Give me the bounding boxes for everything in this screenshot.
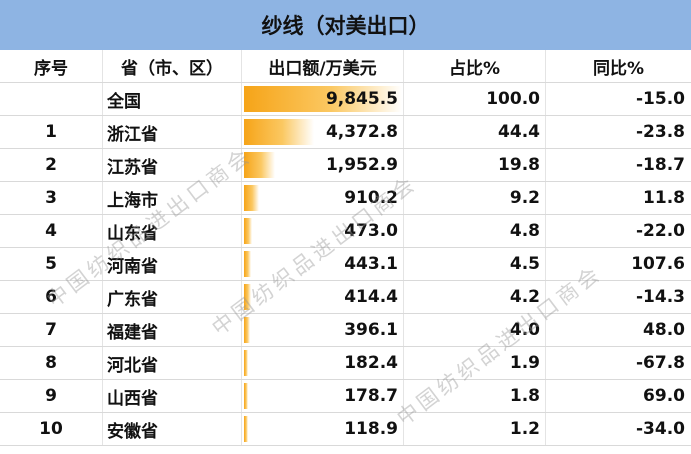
cell-share: 4.8 bbox=[404, 215, 546, 247]
cell-rank: 1 bbox=[0, 116, 103, 148]
cell-share: 19.8 bbox=[404, 149, 546, 181]
cell-region: 山西省 bbox=[103, 380, 242, 412]
cell-export: 414.4 bbox=[242, 281, 404, 313]
header-yoy: 同比% bbox=[592, 58, 645, 79]
cell-rank: 5 bbox=[0, 248, 103, 280]
cell-yoy: 11.8 bbox=[643, 188, 685, 208]
cell-rank: 7 bbox=[0, 314, 103, 346]
data-bar bbox=[244, 350, 248, 376]
cell-rank: 6 bbox=[0, 281, 103, 313]
table-row: 1 浙江省 4,372.8 44.4 -23.8 bbox=[0, 116, 691, 149]
cell-rank: 3 bbox=[0, 182, 103, 214]
cell-rank: 4 bbox=[0, 215, 103, 247]
data-bar bbox=[244, 416, 248, 442]
cell-share: 1.8 bbox=[404, 380, 546, 412]
cell-region: 河北省 bbox=[103, 347, 242, 379]
table-title: 纱线（对美出口） bbox=[0, 0, 691, 50]
cell-region: 上海市 bbox=[103, 182, 242, 214]
cell-region: 河南省 bbox=[103, 248, 242, 280]
data-bar bbox=[244, 185, 259, 211]
table-row: 2 江苏省 1,952.9 19.8 -18.7 bbox=[0, 149, 691, 182]
cell-export: 443.1 bbox=[242, 248, 404, 280]
header-row: 序号 省（市、区） 出口额/万美元 占比% 同比% bbox=[0, 50, 691, 83]
cell-share: 44.4 bbox=[404, 116, 546, 148]
header-share: 占比% bbox=[404, 50, 546, 82]
cell-share: 4.2 bbox=[404, 281, 546, 313]
cell-yoy: -18.7 bbox=[636, 155, 685, 175]
cell-yoy: -34.0 bbox=[636, 419, 685, 439]
cell-share: 1.2 bbox=[404, 413, 546, 445]
header-export: 出口额/万美元 bbox=[242, 50, 404, 82]
data-bar bbox=[244, 218, 252, 244]
cell-yoy: -67.8 bbox=[636, 353, 685, 373]
cell-region: 浙江省 bbox=[103, 116, 242, 148]
cell-region: 江苏省 bbox=[103, 149, 242, 181]
cell-rank: 9 bbox=[0, 380, 103, 412]
table-row: 3 上海市 910.2 9.2 11.8 bbox=[0, 182, 691, 215]
cell-yoy: -14.3 bbox=[636, 287, 685, 307]
cell-export: 9,845.5 bbox=[242, 83, 404, 115]
table-row: 全国 9,845.5 100.0 -15.0 bbox=[0, 83, 691, 116]
cell-region: 广东省 bbox=[103, 281, 242, 313]
data-bar bbox=[244, 152, 276, 178]
table-row: 7 福建省 396.1 4.0 48.0 bbox=[0, 314, 691, 347]
table-row: 4 山东省 473.0 4.8 -22.0 bbox=[0, 215, 691, 248]
cell-region: 福建省 bbox=[103, 314, 242, 346]
cell-share: 4.0 bbox=[404, 314, 546, 346]
cell-region: 安徽省 bbox=[103, 413, 242, 445]
table-row: 9 山西省 178.7 1.8 69.0 bbox=[0, 380, 691, 413]
cell-yoy: -15.0 bbox=[636, 89, 685, 109]
cell-yoy: 48.0 bbox=[643, 320, 685, 340]
cell-yoy: -23.8 bbox=[636, 122, 685, 142]
cell-share: 4.5 bbox=[404, 248, 546, 280]
data-bar bbox=[244, 251, 252, 277]
cell-rank: 10 bbox=[0, 413, 103, 445]
cell-region: 全国 bbox=[103, 83, 242, 115]
data-bar bbox=[244, 119, 315, 145]
table-row: 8 河北省 182.4 1.9 -67.8 bbox=[0, 347, 691, 380]
cell-yoy: -22.0 bbox=[636, 221, 685, 241]
cell-share: 1.9 bbox=[404, 347, 546, 379]
data-bar bbox=[244, 284, 251, 310]
cell-export: 473.0 bbox=[242, 215, 404, 247]
cell-rank: 8 bbox=[0, 347, 103, 379]
data-bar bbox=[244, 317, 251, 343]
cell-export: 182.4 bbox=[242, 347, 404, 379]
cell-export: 1,952.9 bbox=[242, 149, 404, 181]
header-rank: 序号 bbox=[0, 50, 103, 82]
table-row: 6 广东省 414.4 4.2 -14.3 bbox=[0, 281, 691, 314]
cell-rank: 2 bbox=[0, 149, 103, 181]
table-row: 10 安徽省 118.9 1.2 -34.0 bbox=[0, 413, 691, 446]
cell-export: 178.7 bbox=[242, 380, 404, 412]
cell-export: 396.1 bbox=[242, 314, 404, 346]
cell-share: 9.2 bbox=[404, 182, 546, 214]
table-row: 5 河南省 443.1 4.5 107.6 bbox=[0, 248, 691, 281]
cell-export: 118.9 bbox=[242, 413, 404, 445]
data-bar bbox=[244, 383, 248, 409]
cell-yoy: 107.6 bbox=[631, 254, 685, 274]
cell-share: 100.0 bbox=[404, 83, 546, 115]
cell-export: 910.2 bbox=[242, 182, 404, 214]
cell-yoy: 69.0 bbox=[643, 386, 685, 406]
data-bar bbox=[244, 86, 402, 112]
cell-export: 4,372.8 bbox=[242, 116, 404, 148]
header-region: 省（市、区） bbox=[103, 50, 242, 82]
cell-rank bbox=[0, 83, 103, 115]
cell-region: 山东省 bbox=[103, 215, 242, 247]
